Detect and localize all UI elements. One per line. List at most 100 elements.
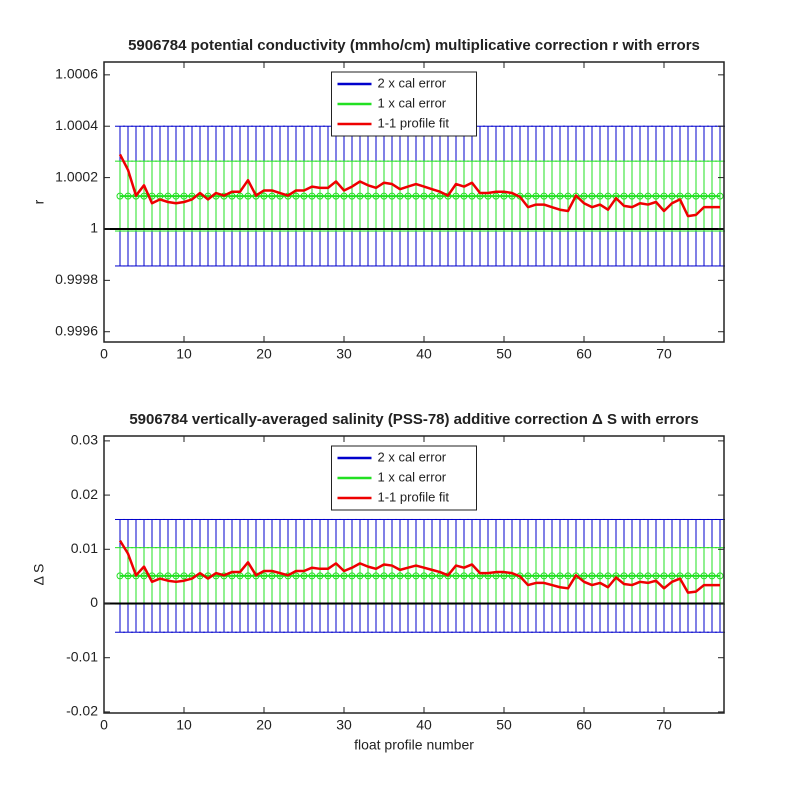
chart-title: 5906784 potential conductivity (mmho/cm)… xyxy=(128,37,700,54)
center-marker xyxy=(244,572,252,580)
center-marker xyxy=(300,192,308,200)
center-marker xyxy=(300,572,308,580)
center-marker xyxy=(604,192,612,200)
center-marker xyxy=(140,192,148,200)
x-tick-label: 20 xyxy=(256,717,272,733)
x-tick-label: 40 xyxy=(416,717,432,733)
x-tick-label: 0 xyxy=(100,717,108,733)
center-marker xyxy=(708,192,716,200)
center-marker xyxy=(444,192,452,200)
center-marker xyxy=(268,572,276,580)
center-marker xyxy=(372,192,380,200)
center-marker xyxy=(684,192,692,200)
center-marker xyxy=(692,192,700,200)
center-marker xyxy=(268,192,276,200)
y-tick-label: 1.0002 xyxy=(55,168,98,184)
x-tick-label: 40 xyxy=(416,346,432,362)
center-marker xyxy=(260,192,268,200)
center-marker xyxy=(604,572,612,580)
center-marker xyxy=(324,572,332,580)
center-marker xyxy=(412,192,420,200)
center-marker xyxy=(652,572,660,580)
center-marker xyxy=(340,192,348,200)
center-marker xyxy=(556,192,564,200)
center-marker xyxy=(356,192,364,200)
center-marker xyxy=(580,572,588,580)
center-marker xyxy=(164,192,172,200)
y-tick-label: 0.9998 xyxy=(55,271,98,287)
center-marker xyxy=(428,572,436,580)
legend-label: 1-1 profile fit xyxy=(378,115,450,130)
center-marker xyxy=(700,192,708,200)
center-marker xyxy=(668,572,676,580)
axes: 0 10 20 30 40 50 60 70 -0.02 -0.01 0 0.01 0.02 0.03 59… xyxy=(31,411,725,753)
center-marker xyxy=(564,572,572,580)
center-marker xyxy=(452,192,460,200)
x-tick-label: 50 xyxy=(496,717,512,733)
y-tick-label: -0.01 xyxy=(66,648,98,664)
center-marker xyxy=(124,192,132,200)
center-marker xyxy=(588,192,596,200)
center-marker xyxy=(380,192,388,200)
center-marker xyxy=(716,572,724,580)
center-marker xyxy=(396,572,404,580)
center-marker xyxy=(620,572,628,580)
center-marker xyxy=(420,192,428,200)
x-tick-label: 10 xyxy=(176,346,192,362)
center-marker xyxy=(116,572,124,580)
y-tick-label: 0.9996 xyxy=(55,322,98,338)
center-marker xyxy=(532,192,540,200)
center-marker xyxy=(308,192,316,200)
y-tick-label: 0 xyxy=(90,594,98,610)
center-marker xyxy=(380,572,388,580)
center-marker xyxy=(492,192,500,200)
x-tick-label: 60 xyxy=(576,346,592,362)
y-tick-label: 1.0004 xyxy=(55,117,98,133)
legend-label: 1 x cal error xyxy=(378,469,447,484)
center-marker xyxy=(644,572,652,580)
center-marker xyxy=(292,192,300,200)
center-marker xyxy=(428,192,436,200)
center-marker xyxy=(260,572,268,580)
x-tick-label: 30 xyxy=(336,717,352,733)
center-marker xyxy=(452,572,460,580)
center-marker xyxy=(620,192,628,200)
center-marker xyxy=(372,572,380,580)
center-marker xyxy=(548,572,556,580)
center-marker xyxy=(404,192,412,200)
y-tick-label: 1 xyxy=(90,220,98,236)
center-marker xyxy=(468,192,476,200)
center-marker xyxy=(548,192,556,200)
center-marker xyxy=(444,572,452,580)
y-tick-label: -0.02 xyxy=(66,703,98,719)
fit-line xyxy=(118,539,720,594)
center-marker xyxy=(596,192,604,200)
center-marker xyxy=(660,572,668,580)
axes-frame xyxy=(103,435,725,714)
center-marker xyxy=(324,192,332,200)
center-marker xyxy=(716,192,724,200)
center-marker xyxy=(636,572,644,580)
axes: 0 10 20 30 40 50 60 70 0.9996 0.9998 1 1.0002 1.0004… xyxy=(31,37,725,362)
center-marker xyxy=(388,192,396,200)
center-marker xyxy=(364,572,372,580)
center-marker xyxy=(644,192,652,200)
center-marker xyxy=(572,572,580,580)
center-marker xyxy=(588,572,596,580)
center-marker xyxy=(500,192,508,200)
center-marker xyxy=(628,572,636,580)
center-marker xyxy=(628,192,636,200)
y-tick-label: 0.03 xyxy=(71,432,98,448)
center-marker xyxy=(412,572,420,580)
center-marker xyxy=(396,192,404,200)
center-marker xyxy=(140,572,148,580)
center-marker xyxy=(284,572,292,580)
center-marker xyxy=(404,572,412,580)
center-marker xyxy=(540,192,548,200)
y-tick-label: 0.01 xyxy=(71,540,98,556)
x-tick-label: 60 xyxy=(576,717,592,733)
center-marker xyxy=(172,572,180,580)
x-tick-label: 70 xyxy=(656,346,672,362)
center-marker xyxy=(420,572,428,580)
